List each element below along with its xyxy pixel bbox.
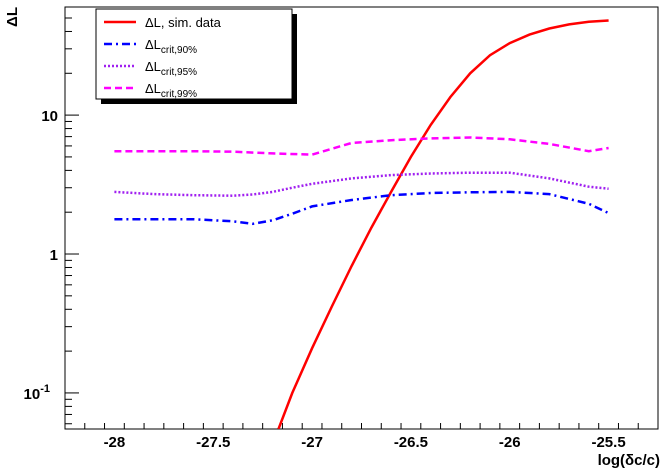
y-tick-label-base: 10 <box>24 386 41 403</box>
series-lines <box>114 19 610 429</box>
y-tick-label-base: 10 <box>41 108 58 125</box>
x-tick-label: -26 <box>499 434 521 451</box>
legend-label-main: ΔL <box>145 81 161 96</box>
legend-label-main: ΔL <box>145 59 161 74</box>
series-line-3 <box>114 136 609 156</box>
y-tick-label: 10 <box>41 108 58 125</box>
series-line-1 <box>114 190 610 226</box>
legend-entries: ΔL, sim. dataΔLcrit,90%ΔLcrit,95%ΔLcrit,… <box>104 15 222 100</box>
series-line-0 <box>277 19 609 429</box>
legend: ΔL, sim. dataΔLcrit,90%ΔLcrit,95%ΔLcrit,… <box>95 8 297 104</box>
x-tick-label: -25.5 <box>591 434 625 451</box>
x-tick-label: -28 <box>104 434 126 451</box>
legend-label: ΔLcrit,90% <box>145 37 197 56</box>
legend-label-subscript: crit,99% <box>161 89 197 100</box>
y-axis-title: ΔL <box>4 7 21 27</box>
x-axis-title: log(δc/c) <box>598 452 660 469</box>
legend-label-subscript: crit,95% <box>161 67 197 78</box>
y-tick-label: 1 <box>50 247 58 264</box>
x-tick-label: -27 <box>301 434 323 451</box>
legend-label-subscript: crit,90% <box>161 45 197 56</box>
legend-label: ΔL, sim. data <box>145 15 222 30</box>
y-tick-label-exponent: -1 <box>40 383 50 395</box>
x-axis: -28 -27.5 -27 -26.5 -26 -25.5 <box>64 423 659 451</box>
series-line-2 <box>114 171 609 197</box>
legend-label-main: ΔL <box>145 37 161 52</box>
x-tick-label: -26.5 <box>394 434 428 451</box>
y-tick-label: 10-1 <box>24 383 50 403</box>
y-tick-label-base: 1 <box>50 247 58 264</box>
legend-label: ΔLcrit,95% <box>145 59 197 78</box>
legend-label-main: ΔL, sim. data <box>145 15 222 30</box>
x-tick-label: -27.5 <box>196 434 230 451</box>
legend-box <box>95 8 293 100</box>
legend-label: ΔLcrit,99% <box>145 81 197 100</box>
